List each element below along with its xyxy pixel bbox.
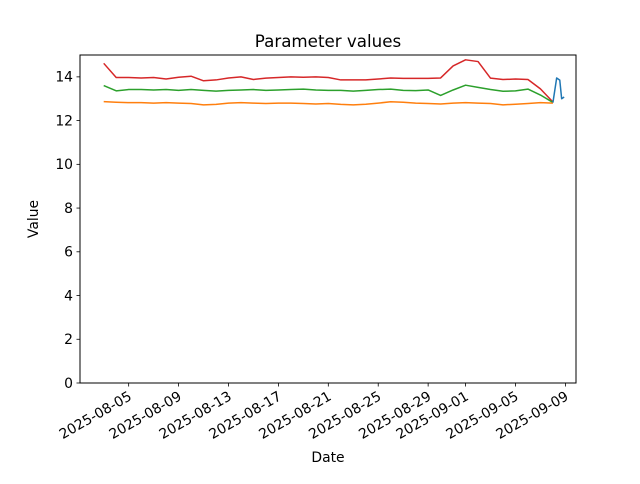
y-tick-label: 10 (55, 157, 73, 173)
y-tick-label: 2 (64, 332, 73, 348)
series-line-green (103, 84, 554, 104)
y-axis-ticks: 0 2 4 6 8 10 12 14 (55, 70, 80, 392)
y-tick-label: 12 (55, 113, 73, 129)
y-tick-label: 0 (64, 376, 73, 392)
series-group (103, 59, 565, 106)
series-line-blue (552, 77, 565, 103)
plot-area (80, 55, 576, 383)
y-tick-label: 14 (55, 70, 73, 86)
y-tick-label: 8 (64, 201, 73, 217)
x-axis-label: Date (311, 450, 344, 466)
series-line-red (103, 59, 554, 103)
y-tick-label: 4 (64, 288, 73, 304)
y-tick-label: 6 (64, 245, 73, 261)
series-line-orange (103, 100, 553, 106)
y-axis-label: Value (26, 200, 42, 238)
chart-title: Parameter values (255, 31, 401, 51)
